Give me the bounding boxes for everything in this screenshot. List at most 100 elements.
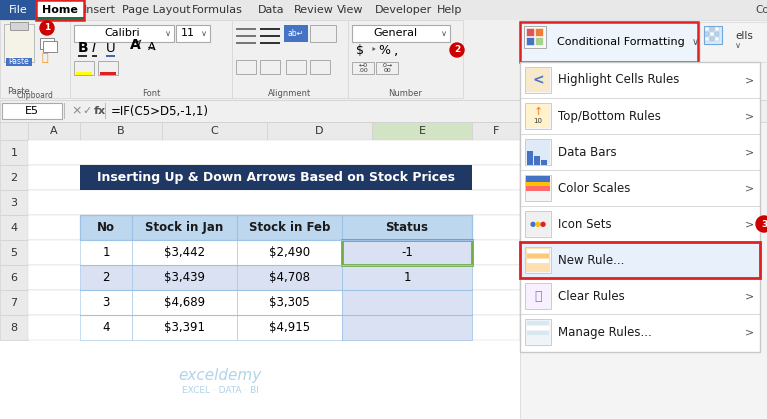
- Text: 6: 6: [11, 272, 18, 282]
- Text: ,: ,: [394, 43, 398, 57]
- Bar: [710, 32, 714, 36]
- Bar: [520, 22, 698, 62]
- Bar: [28, 315, 520, 340]
- Text: <: <: [532, 73, 544, 87]
- Bar: [352, 62, 374, 74]
- Bar: [267, 122, 372, 140]
- Bar: [260, 42, 280, 44]
- Text: Inserting Up & Down Arrows Based on Stock Prices: Inserting Up & Down Arrows Based on Stoc…: [97, 171, 455, 184]
- Bar: [526, 104, 550, 128]
- Bar: [6, 58, 32, 66]
- Bar: [4, 24, 34, 62]
- Bar: [100, 72, 116, 75]
- Bar: [704, 26, 722, 44]
- Text: ✂: ✂: [40, 21, 51, 34]
- Bar: [286, 60, 306, 74]
- Bar: [541, 160, 547, 165]
- Bar: [472, 122, 520, 140]
- Bar: [2, 103, 62, 119]
- Bar: [0, 122, 520, 419]
- Text: >: >: [746, 75, 755, 85]
- Bar: [0, 265, 28, 290]
- Bar: [70, 20, 232, 98]
- Text: A: A: [50, 126, 58, 136]
- Text: Home: Home: [42, 5, 78, 15]
- Bar: [527, 151, 533, 165]
- Bar: [376, 62, 398, 74]
- Bar: [352, 25, 450, 42]
- Text: 11: 11: [181, 28, 195, 39]
- Text: >: >: [746, 183, 755, 193]
- Bar: [98, 61, 118, 75]
- Bar: [0, 315, 28, 340]
- Text: Manage Rules...: Manage Rules...: [558, 326, 652, 339]
- Bar: [260, 35, 280, 37]
- Bar: [74, 61, 94, 75]
- Text: ●: ●: [535, 221, 541, 227]
- Text: 8: 8: [11, 323, 18, 333]
- Text: 2: 2: [454, 46, 460, 54]
- Text: ∨: ∨: [201, 29, 207, 38]
- Text: 2: 2: [102, 271, 110, 284]
- Bar: [525, 319, 551, 345]
- Bar: [705, 27, 709, 31]
- Text: $: $: [356, 44, 364, 57]
- Text: ∨: ∨: [735, 41, 741, 51]
- Bar: [705, 32, 709, 36]
- Bar: [526, 68, 550, 92]
- Bar: [342, 240, 472, 265]
- Text: 1: 1: [102, 246, 110, 259]
- Bar: [715, 37, 719, 41]
- Bar: [74, 25, 174, 42]
- Bar: [525, 139, 551, 165]
- Bar: [28, 140, 520, 165]
- Text: ●: ●: [530, 221, 536, 227]
- Circle shape: [756, 216, 767, 232]
- Bar: [0, 215, 28, 240]
- Text: Status: Status: [386, 221, 429, 234]
- Text: ‣: ‣: [370, 45, 376, 55]
- Bar: [342, 315, 472, 340]
- Bar: [526, 182, 550, 188]
- Bar: [0, 122, 28, 140]
- Bar: [526, 212, 550, 236]
- Text: .0→
00: .0→ 00: [381, 62, 393, 73]
- Bar: [43, 41, 57, 52]
- Bar: [710, 27, 714, 31]
- Text: Highlight Cells Rules: Highlight Cells Rules: [558, 73, 680, 86]
- Text: Co: Co: [755, 5, 767, 15]
- Bar: [342, 265, 472, 290]
- Text: $3,439: $3,439: [164, 271, 205, 284]
- Circle shape: [40, 21, 54, 35]
- Text: 🖌: 🖌: [41, 53, 48, 63]
- Bar: [527, 331, 549, 335]
- Bar: [527, 254, 549, 258]
- Text: ∨: ∨: [691, 37, 699, 47]
- Text: %: %: [378, 44, 390, 57]
- Bar: [105, 103, 106, 119]
- Bar: [700, 22, 767, 62]
- Bar: [176, 25, 210, 42]
- Text: ells: ells: [735, 31, 753, 41]
- Bar: [525, 247, 551, 273]
- Circle shape: [450, 43, 464, 57]
- Text: Formulas: Formulas: [192, 5, 243, 15]
- Bar: [0, 20, 70, 98]
- Bar: [0, 20, 767, 100]
- Bar: [28, 165, 520, 190]
- Bar: [236, 60, 256, 74]
- Bar: [527, 326, 549, 330]
- Bar: [527, 259, 549, 263]
- Text: Conditional Formatting: Conditional Formatting: [557, 37, 685, 47]
- Bar: [236, 28, 256, 31]
- Text: Number: Number: [388, 88, 422, 98]
- Text: No: No: [97, 221, 115, 234]
- Bar: [80, 215, 472, 240]
- Bar: [284, 25, 308, 42]
- Text: 4: 4: [11, 222, 18, 233]
- Text: E: E: [419, 126, 426, 136]
- Bar: [520, 242, 760, 278]
- Text: >: >: [746, 291, 755, 301]
- Bar: [525, 67, 551, 93]
- Text: fx: fx: [94, 106, 106, 116]
